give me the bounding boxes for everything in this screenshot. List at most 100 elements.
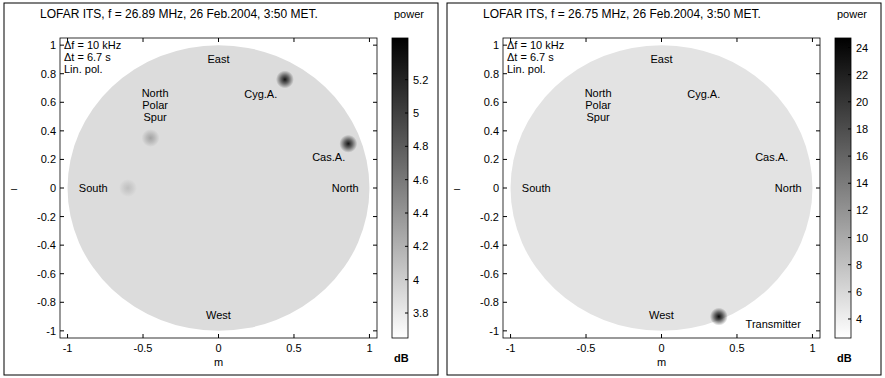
info-text: Lin. pol. [64, 63, 103, 75]
annotation: West [649, 309, 674, 321]
source [119, 179, 137, 197]
x-tick [736, 38, 737, 42]
annotation: North [775, 182, 802, 194]
y-tick-label: 0.8 [484, 68, 499, 80]
annotation-line: South [79, 182, 108, 194]
panel-frame [447, 3, 881, 375]
x-tick [661, 334, 662, 338]
y-tick-label: -0.4 [37, 239, 56, 251]
x-tick [369, 334, 370, 338]
y-tick-label: -0.6 [37, 268, 56, 280]
colorbar-tick-label: 4.6 [413, 174, 428, 186]
colorbar-tick [405, 79, 408, 80]
x-tick [143, 334, 144, 338]
y-tick [503, 245, 507, 246]
y-tick [373, 216, 377, 217]
info-text: Δf = 10 kHz [507, 39, 564, 51]
colorbar [835, 38, 851, 338]
annotation: East [207, 53, 229, 65]
annotation: Cas.A. [312, 151, 345, 163]
y-tick-label: 0.8 [41, 68, 56, 80]
annotation: Cyg.A. [244, 88, 277, 100]
y-tick [373, 130, 377, 131]
colorbar-label: power [837, 8, 867, 20]
title: LOFAR ITS, f = 26.75 MHz, 26 Feb.2004, 3… [483, 7, 761, 21]
colorbar-tick-label: 4.8 [413, 140, 428, 152]
x-tick-label: 0 [215, 342, 221, 354]
y-tick [503, 273, 507, 274]
colorbar-tick-label: 6 [856, 286, 862, 298]
y-tick-label: 1 [493, 39, 499, 51]
x-tick-label: -1 [506, 342, 516, 354]
colorbar-unit: dB [394, 352, 409, 364]
y-tick [373, 245, 377, 246]
annotation: South [79, 182, 108, 194]
panel-frame [4, 3, 438, 375]
y-tick [373, 45, 377, 46]
colorbar-tick-label: 22 [856, 69, 868, 81]
x-label: m [657, 356, 666, 368]
y-tick-label: 0.4 [484, 125, 499, 137]
annotation-line: East [650, 53, 672, 65]
x-tick [510, 334, 511, 338]
annotation: NorthPolarSpur [585, 87, 612, 123]
x-tick [586, 38, 587, 42]
colorbar-tick [848, 318, 851, 319]
x-tick [661, 38, 662, 42]
info-text: Lin. pol. [507, 63, 546, 75]
annotation-line: Transmitter [746, 318, 802, 330]
info-text: Δf = 10 kHz [64, 39, 121, 51]
colorbar-tick-label: 5.2 [413, 74, 428, 86]
y-tick [503, 302, 507, 303]
y-tick [503, 216, 507, 217]
colorbar-tick-label: 10 [856, 232, 868, 244]
y-tick [816, 302, 820, 303]
annotation-line: North [332, 182, 359, 194]
annotation-line: East [207, 53, 229, 65]
annotation-line: Polar [142, 99, 168, 111]
y-label: – [11, 182, 18, 194]
y-tick [816, 45, 820, 46]
colorbar-tick-label: 8 [856, 259, 862, 271]
annotation: East [650, 53, 672, 65]
y-tick [60, 102, 64, 103]
colorbar-tick [848, 128, 851, 129]
colorbar-tick [848, 210, 851, 211]
annotation: Cas.A. [755, 151, 788, 163]
y-tick [60, 159, 64, 160]
y-tick [373, 302, 377, 303]
annotation-line: Cas.A. [755, 151, 788, 163]
source [142, 129, 160, 147]
annotation-line: South [522, 182, 551, 194]
colorbar-tick [405, 313, 408, 314]
colorbar-tick-label: 4 [413, 274, 419, 286]
annotation-line: Cyg.A. [244, 88, 277, 100]
y-tick-label: -1 [46, 325, 56, 337]
y-tick [816, 216, 820, 217]
y-tick [373, 330, 377, 331]
annotation-line: North [585, 87, 612, 99]
y-tick-label: 0.6 [41, 96, 56, 108]
colorbar-tick-label: 20 [856, 96, 868, 108]
y-tick-label: 0.2 [41, 153, 56, 165]
colorbar-tick-label: 18 [856, 123, 868, 135]
colorbar-tick [405, 146, 408, 147]
y-tick-label: -0.8 [37, 296, 56, 308]
source [276, 70, 294, 88]
y-tick [816, 73, 820, 74]
colorbar-tick [848, 264, 851, 265]
y-tick-label: -1 [489, 325, 499, 337]
colorbar-tick-label: 12 [856, 204, 868, 216]
panel: LOFAR ITS, f = 26.89 MHz, 26 Feb.2004, 3… [4, 3, 438, 375]
y-tick [503, 130, 507, 131]
annotation-line: North [775, 182, 802, 194]
y-tick [816, 159, 820, 160]
y-tick [60, 330, 64, 331]
colorbar-tick [848, 156, 851, 157]
annotation-line: Cyg.A. [687, 88, 720, 100]
x-tick [218, 38, 219, 42]
x-tick [586, 334, 587, 338]
x-tick [736, 334, 737, 338]
x-tick-label: -0.5 [577, 342, 596, 354]
colorbar-tick [848, 291, 851, 292]
